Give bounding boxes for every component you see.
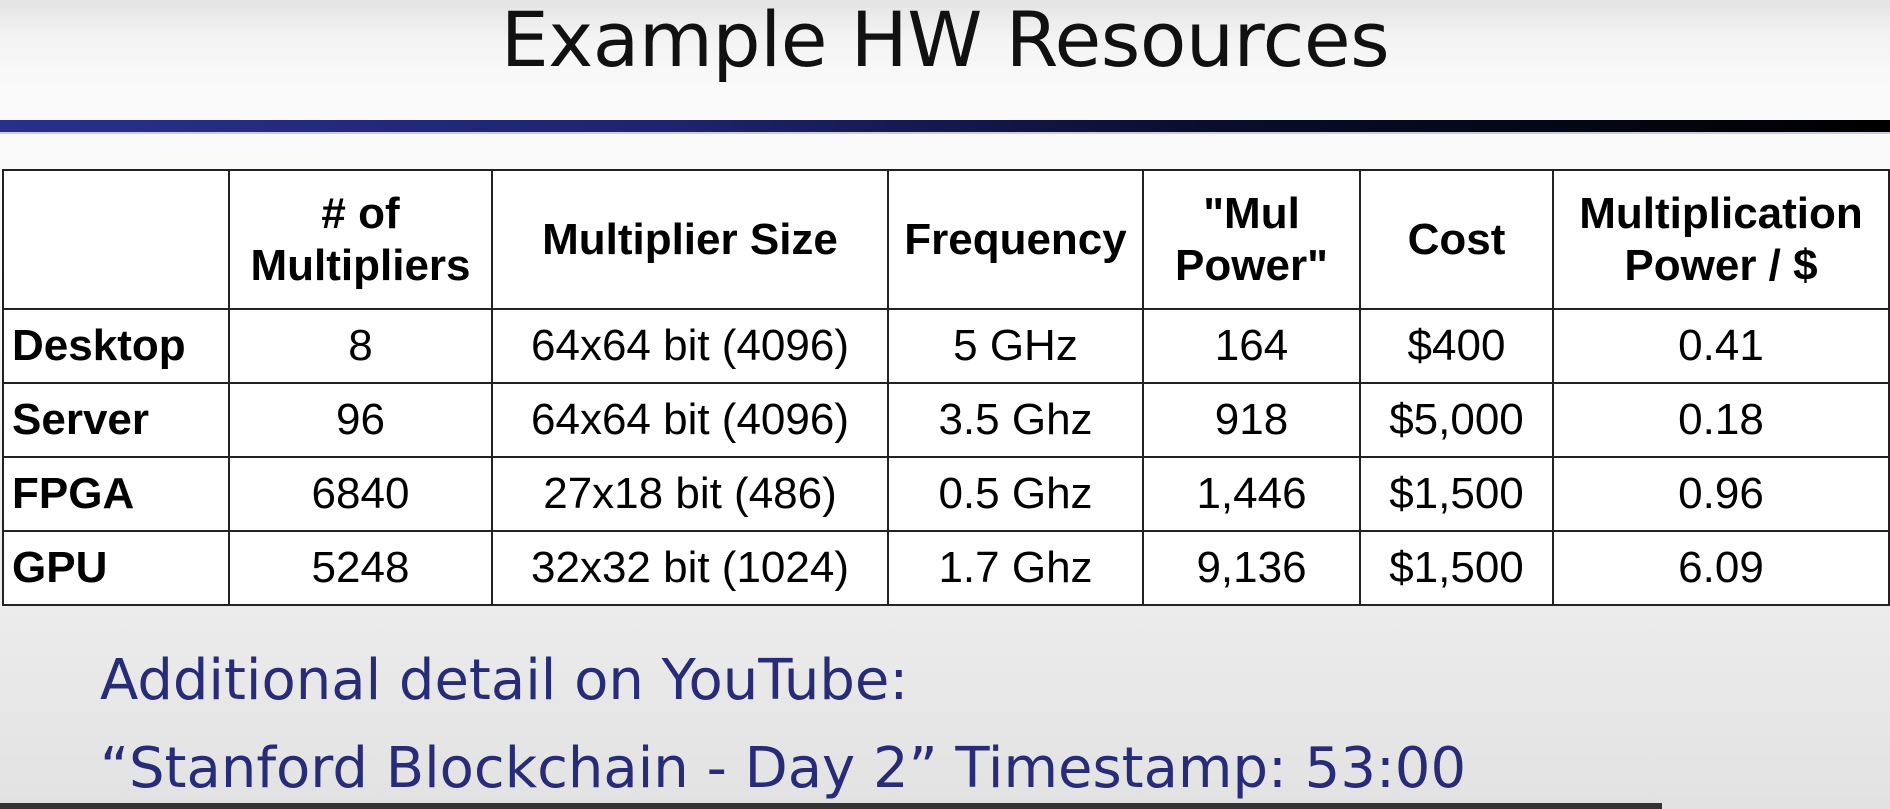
table-cell: 918 [1142,382,1361,458]
table-cell: 27x18 bit (486) [491,456,889,532]
row-label-gpu: GPU [2,530,230,606]
table-cell: 32x32 bit (1024) [491,530,889,606]
table-cell: $5,000 [1359,382,1554,458]
table-row: Desktop 8 64x64 bit (4096) 5 GHz 164 $40… [2,308,1890,384]
table-row: Server 96 64x64 bit (4096) 3.5 Ghz 918 $… [2,382,1890,458]
table-cell: 64x64 bit (4096) [491,308,889,384]
table-cell: 1,446 [1142,456,1361,532]
table-cell: $1,500 [1359,456,1554,532]
table-row: FPGA 6840 27x18 bit (486) 0.5 Ghz 1,446 … [2,456,1890,532]
row-label-server: Server [2,382,230,458]
header-cell-power-per-dollar: Multiplication Power / $ [1552,169,1890,310]
table-cell: 5248 [228,530,493,606]
table-cell: 3.5 Ghz [887,382,1144,458]
row-label-desktop: Desktop [2,308,230,384]
table-cell: $1,500 [1359,530,1554,606]
slide-title: Example HW Resources [500,0,1390,84]
header-cell-empty [2,169,230,310]
header-cell-num-multipliers: # of Multipliers [228,169,493,310]
table-cell: 6840 [228,456,493,532]
table-cell: 0.96 [1552,456,1890,532]
table-cell: 0.5 Ghz [887,456,1144,532]
footer-timestamp-reference: “Stanford Blockchain - Day 2” Timestamp:… [100,736,1467,801]
table-header-row: # of Multipliers Multiplier Size Frequen… [2,169,1890,310]
footer-youtube-note: Additional detail on YouTube: [100,648,909,713]
table-cell: 6.09 [1552,530,1890,606]
table-cell: 1.7 Ghz [887,530,1144,606]
table-row: GPU 5248 32x32 bit (1024) 1.7 Ghz 9,136 … [2,530,1890,606]
title-divider [0,120,1890,134]
header-cell-frequency: Frequency [887,169,1144,310]
header-cell-cost: Cost [1359,169,1554,310]
hw-resources-table: # of Multipliers Multiplier Size Frequen… [2,169,1890,606]
header-cell-multiplier-size: Multiplier Size [491,169,889,310]
table-cell: $400 [1359,308,1554,384]
video-progress-bar[interactable] [0,803,1662,809]
table-cell: 96 [228,382,493,458]
table-cell: 5 GHz [887,308,1144,384]
table-cell: 9,136 [1142,530,1361,606]
table-cell: 64x64 bit (4096) [491,382,889,458]
header-cell-mul-power: "Mul Power" [1142,169,1361,310]
table-cell: 8 [228,308,493,384]
table-cell: 0.41 [1552,308,1890,384]
table-cell: 164 [1142,308,1361,384]
table-cell: 0.18 [1552,382,1890,458]
row-label-fpga: FPGA [2,456,230,532]
